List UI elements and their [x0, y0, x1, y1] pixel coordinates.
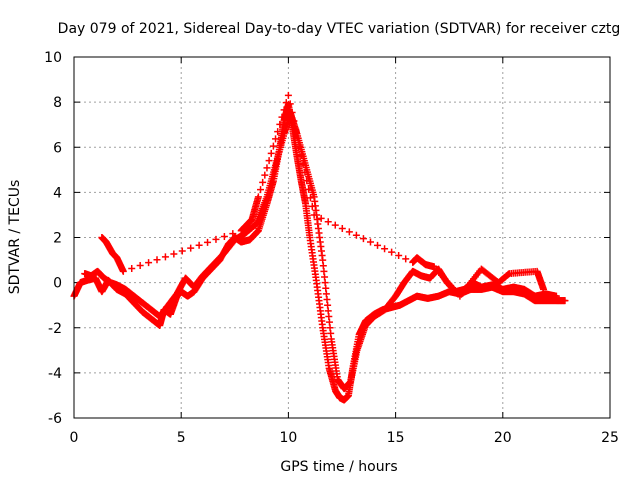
data-point [299, 160, 307, 168]
data-point [288, 108, 296, 116]
y-tick-label: 10 [44, 50, 62, 66]
data-point [366, 238, 374, 246]
data-points [70, 91, 569, 404]
data-point [212, 235, 220, 243]
data-point [187, 244, 195, 252]
x-tick-label: 15 [387, 430, 405, 446]
data-point [306, 194, 314, 202]
series-main [70, 100, 569, 404]
data-point [259, 178, 267, 186]
data-point [269, 142, 277, 150]
y-tick-label: -2 [48, 321, 62, 337]
data-point [254, 193, 262, 201]
data-point [540, 285, 548, 293]
data-point [331, 221, 339, 229]
data-point [280, 106, 288, 114]
y-tick-label: 2 [53, 231, 62, 247]
data-point [272, 135, 280, 143]
data-point [294, 134, 302, 142]
data-point [552, 292, 560, 300]
data-point [338, 224, 346, 232]
data-point [204, 238, 212, 246]
data-point [374, 241, 382, 249]
data-point [324, 218, 332, 226]
data-point [561, 297, 569, 305]
x-tick-label: 5 [177, 430, 186, 446]
series-upper-branch [81, 109, 560, 393]
x-axis-label: GPS time / hours [280, 459, 397, 475]
series-spikes [98, 91, 548, 300]
y-tick-label: 8 [53, 95, 62, 111]
data-point [345, 228, 353, 236]
data-point [195, 241, 203, 249]
data-point [308, 202, 316, 210]
data-point [161, 253, 169, 261]
x-tick-label: 25 [601, 430, 619, 446]
data-point [170, 250, 178, 258]
data-point [317, 214, 325, 222]
data-point [220, 233, 228, 241]
data-point [402, 255, 410, 263]
data-point [265, 157, 273, 165]
x-tick-labels: 0 5 10 15 20 25 [70, 430, 619, 446]
x-tick-label: 10 [279, 430, 297, 446]
data-point [128, 264, 136, 272]
data-point [310, 211, 318, 219]
data-point [359, 235, 367, 243]
data-point [178, 247, 186, 255]
data-point [263, 164, 271, 172]
data-point [282, 99, 290, 107]
y-tick-label: 4 [53, 185, 62, 201]
data-point [395, 252, 403, 260]
data-point [261, 171, 269, 179]
data-point [276, 120, 284, 128]
chart-title: Day 079 of 2021, Sidereal Day-to-day VTE… [58, 21, 621, 37]
data-point [305, 185, 313, 193]
y-tick-label: -4 [48, 366, 62, 382]
data-point [284, 91, 292, 99]
grid-lines [74, 57, 610, 418]
data-point [257, 186, 265, 194]
data-point [352, 231, 360, 239]
data-point [290, 117, 298, 125]
y-axis-label: SDTVAR / TECUs [7, 180, 23, 295]
y-tick-label: -6 [48, 411, 62, 427]
x-tick-label: 0 [70, 430, 79, 446]
data-point [292, 126, 300, 134]
data-point [297, 151, 305, 159]
y-tick-label: 6 [53, 140, 62, 156]
y-tick-label: 0 [53, 276, 62, 292]
data-point [136, 262, 144, 270]
data-point [145, 259, 153, 267]
data-point [267, 149, 275, 157]
x-tick-label: 20 [494, 430, 512, 446]
data-point [119, 267, 127, 275]
data-point [303, 177, 311, 185]
y-tick-labels: -6 -4 -2 0 2 4 6 8 10 [44, 50, 62, 427]
data-point [274, 128, 282, 136]
data-point [301, 168, 309, 176]
data-point [381, 245, 389, 253]
data-point [278, 113, 286, 121]
data-point [286, 100, 294, 108]
data-point [229, 230, 237, 238]
plot-frame [73, 56, 611, 419]
data-point [153, 256, 161, 264]
data-point [388, 248, 396, 256]
data-point [295, 143, 303, 151]
